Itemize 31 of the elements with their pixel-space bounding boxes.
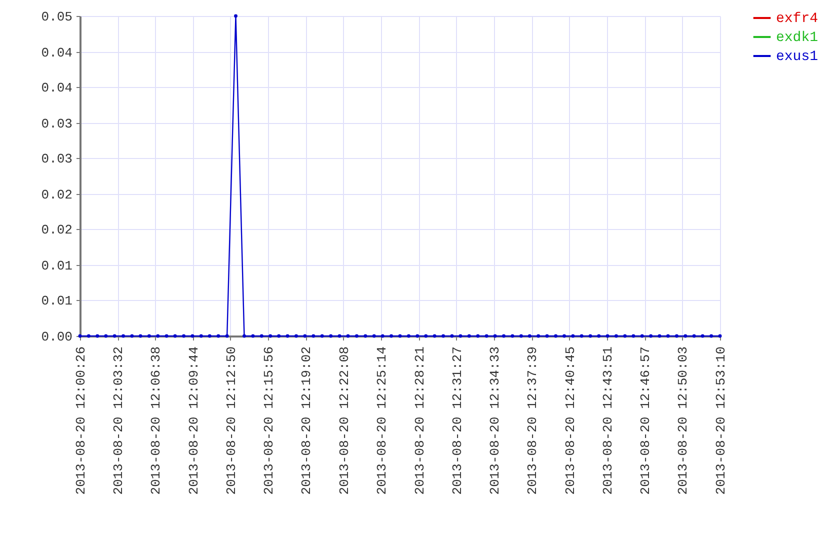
x-tick-label: 2013-08-20 12:09:44 [186,346,202,495]
x-tick-label: 2013-08-20 12:25:14 [374,346,390,495]
y-tick-label: 0.03 [41,116,72,132]
x-tick-label: 2013-08-20 12:46:57 [638,346,654,495]
y-tick-label: 0.04 [41,45,73,60]
x-tick-label: 2013-08-20 12:37:39 [525,346,540,495]
x-tick-label: 2013-08-20 12:53:10 [714,346,728,495]
y-tick-label: 0.02 [41,222,72,238]
x-tick-label: 2013-08-20 12:31:27 [450,346,465,495]
x-tick-label: 2013-08-20 12:22:08 [336,346,352,495]
y-tick-label: 0.03 [41,152,72,167]
x-tick-label: 2013-08-20 12:15:56 [262,346,277,495]
legend-label: exus1 [776,49,818,65]
legend-label: exfr4 [776,11,818,27]
x-tick-label: 2013-08-20 12:43:51 [600,346,616,495]
x-tick-label: 2013-08-20 12:06:38 [148,346,164,495]
y-tick-label: 0.00 [41,330,72,344]
x-tick-label: 2013-08-20 12:28:21 [412,346,428,495]
y-tick-label: 0.01 [41,258,73,274]
legend-label: exdk1 [776,30,818,46]
x-tick-label: 2013-08-20 12:12:50 [224,346,239,495]
x-tick-label: 2013-08-20 12:34:33 [488,346,503,495]
y-tick-label: 0.05 [41,10,72,24]
x-tick-label: 2013-08-20 12:50:03 [676,346,691,495]
x-tick-label: 2013-08-20 12:19:02 [299,346,314,495]
x-tick-label: 2013-08-20 12:00:26 [74,346,88,495]
y-tick-label: 0.02 [41,187,72,202]
y-tick-label: 0.01 [41,294,73,309]
x-tick-label: 2013-08-20 12:03:32 [111,346,126,495]
y-tick-label: 0.04 [41,80,73,96]
x-tick-label: 2013-08-20 12:40:45 [562,346,578,495]
